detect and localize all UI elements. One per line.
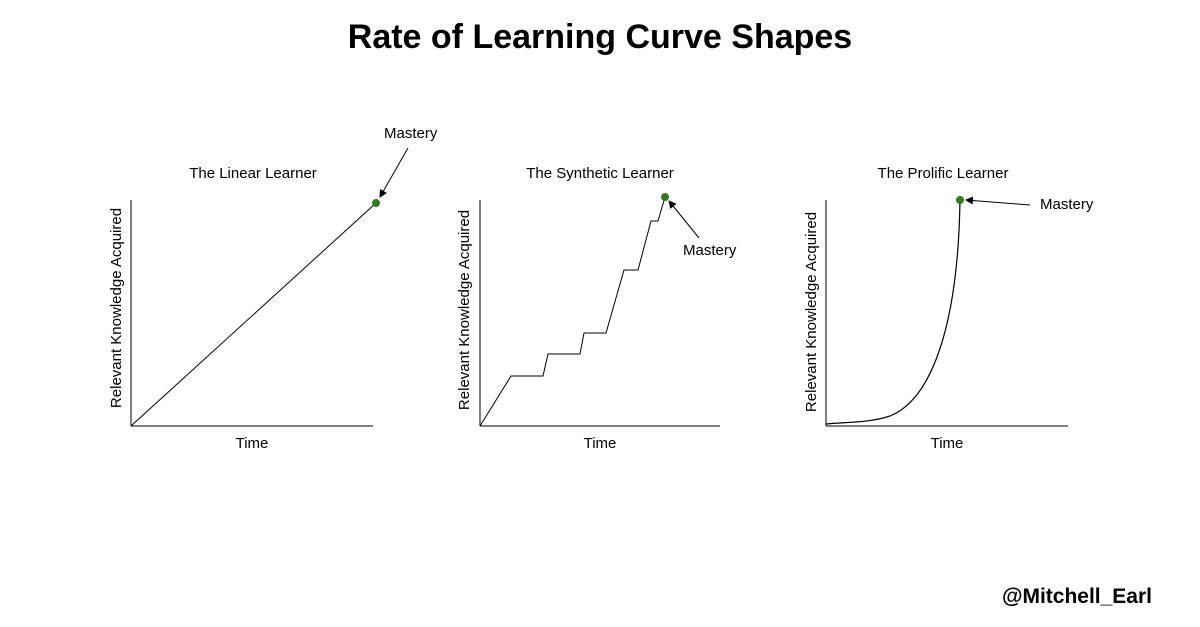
- x-axis-label: Time: [931, 435, 964, 452]
- panel-linear-learner: The Linear Learner Time Relevant Knowled…: [108, 125, 438, 452]
- learning-curve-exponential: [825, 199, 961, 425]
- x-axis-label: Time: [236, 435, 269, 452]
- y-axis-label: Relevant Knowledge Acquired: [108, 208, 125, 408]
- mastery-label: Mastery: [683, 242, 737, 259]
- learning-curve-stepped: [479, 196, 666, 427]
- mastery-arrow: [379, 147, 409, 198]
- x-axis-label: Time: [584, 435, 617, 452]
- y-axis-label: Relevant Knowledge Acquired: [456, 210, 473, 410]
- panel-title: The Prolific Learner: [878, 165, 1009, 182]
- mastery-point: [956, 196, 964, 204]
- mastery-point: [661, 193, 669, 201]
- panel-prolific-learner: The Prolific Learner Time Relevant Knowl…: [803, 165, 1094, 452]
- y-axis-label: Relevant Knowledge Acquired: [803, 212, 820, 412]
- mastery-arrow: [668, 200, 700, 239]
- mastery-label: Mastery: [1040, 196, 1094, 213]
- page-title: Rate of Learning Curve Shapes: [347, 18, 853, 56]
- mastery-point: [372, 199, 380, 207]
- panel-title: The Synthetic Learner: [526, 165, 674, 182]
- author-credit: @Mitchell_Earl: [1001, 585, 1152, 608]
- panel-synthetic-learner: The Synthetic Learner Time Relevant Know…: [456, 165, 737, 452]
- mastery-label: Mastery: [384, 125, 438, 142]
- panel-title: The Linear Learner: [189, 165, 317, 182]
- mastery-arrow: [965, 196, 1031, 206]
- learning-curve-line: [130, 202, 377, 427]
